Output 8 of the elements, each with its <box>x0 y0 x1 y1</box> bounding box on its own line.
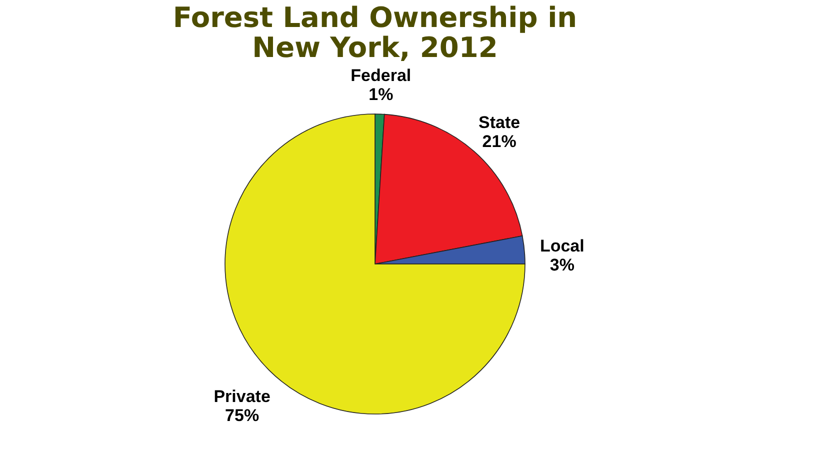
data-label: 3% <box>550 255 574 274</box>
data-label: 21% <box>482 132 516 151</box>
slice-label: State <box>478 112 520 132</box>
slice-label: Private <box>214 386 270 406</box>
slice-label: Federal <box>350 66 412 86</box>
data-label: 1% <box>368 85 394 104</box>
slice-label: Local <box>540 236 584 256</box>
data-label: 75% <box>225 406 260 425</box>
